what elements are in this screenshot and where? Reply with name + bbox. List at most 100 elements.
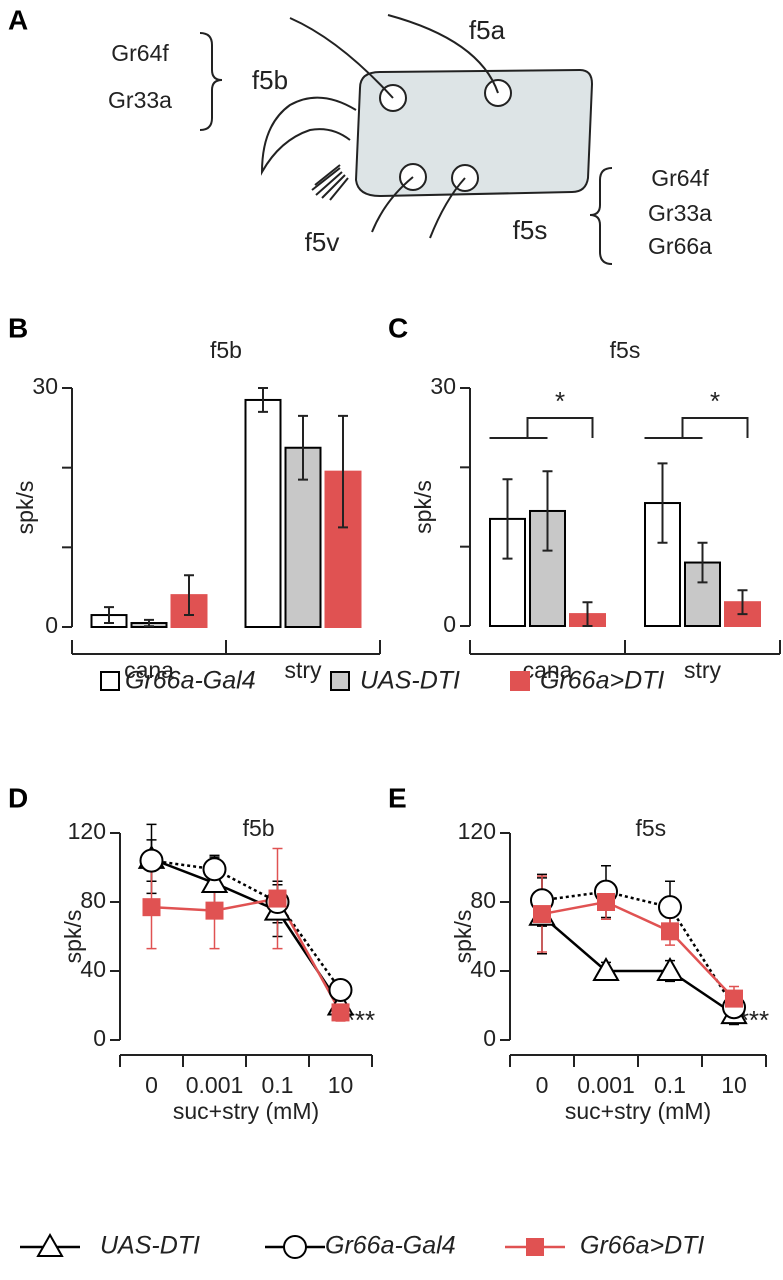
sensillum-label: f5s [513, 215, 548, 245]
x-tick-label: 0.1 [654, 1072, 686, 1098]
panel-label: B [8, 312, 28, 343]
bar [244, 398, 282, 629]
series-line [151, 859, 342, 991]
receptor: Gr33a [108, 87, 172, 113]
error-bar [582, 601, 593, 627]
error-bar [338, 414, 348, 529]
legend-swatch [100, 671, 120, 691]
x-tick-label: 0.1 [262, 1072, 294, 1098]
sensillum-label: f5a [469, 15, 506, 45]
connector [371, 176, 414, 233]
brace [199, 32, 223, 131]
y-tick-label: 80 [470, 887, 496, 913]
x-axis-label: suc+stry (mM) [173, 1098, 319, 1124]
claw [260, 96, 357, 176]
y-tick-label: 40 [470, 956, 496, 982]
chart-title: f5b [243, 815, 275, 841]
legend-label: Gr66a>DTI [540, 667, 664, 695]
receptor: Gr66a [648, 233, 712, 259]
y-tick-label: 0 [93, 1025, 106, 1051]
y-tick-label: 120 [68, 818, 106, 844]
marker [661, 922, 679, 941]
connector [289, 17, 394, 99]
y-tick-label: 0 [45, 612, 58, 638]
error-bar [502, 478, 513, 560]
y-tick-label: 30 [32, 373, 58, 399]
x-axis-label: suc+stry (mM) [565, 1098, 711, 1124]
brace [589, 167, 613, 265]
marker [205, 901, 224, 920]
marker [142, 898, 161, 917]
y-tick-label: 40 [80, 956, 106, 982]
y-tick-label: 0 [483, 1025, 496, 1051]
legend-label: Gr66a>DTI [580, 1232, 704, 1260]
legend-marker [283, 1235, 307, 1259]
connector [429, 177, 466, 239]
y-axis-label: spk/s [12, 481, 38, 535]
connector [387, 14, 499, 94]
hairs [311, 164, 349, 201]
x-tick-label: 0.001 [186, 1072, 244, 1098]
significance-bracket [644, 417, 749, 439]
significance-label: * [710, 386, 720, 416]
legend-swatch [510, 671, 530, 691]
receptor: Gr33a [648, 200, 712, 226]
error-bar [657, 462, 668, 544]
x-tick-label: 0.001 [577, 1072, 635, 1098]
significance-label: * [555, 386, 565, 416]
y-axis-label: spk/s [410, 480, 436, 534]
chart-title: f5s [610, 337, 641, 363]
x-tick-label: stry [684, 657, 722, 683]
marker [139, 848, 164, 873]
marker [656, 956, 684, 981]
sensillum-label: f5v [305, 227, 340, 257]
legend-marker [526, 1238, 544, 1256]
error-bar [144, 618, 154, 628]
x-tick-label: 10 [328, 1072, 354, 1098]
x-tick-label: 0 [145, 1072, 158, 1098]
series-line [541, 914, 735, 1016]
series-line [151, 897, 342, 1014]
series-line [541, 900, 735, 1000]
marker [658, 895, 682, 920]
panel-label: A [8, 4, 28, 35]
error-bar [542, 470, 553, 552]
legend-label: Gr66a-Gal4 [325, 1232, 456, 1260]
diagram [199, 14, 613, 265]
chart-title: f5b [210, 337, 242, 363]
receptor: Gr64f [111, 40, 169, 66]
y-axis-label: spk/s [60, 910, 86, 964]
marker [725, 989, 743, 1008]
legend-label: UAS-DTI [100, 1232, 200, 1260]
error-bar [258, 387, 268, 413]
y-tick-label: 120 [458, 818, 496, 844]
marker [533, 905, 551, 924]
x-tick-label: 0 [536, 1072, 549, 1098]
error-bar [184, 574, 194, 617]
marker [328, 977, 353, 1002]
series-line [151, 857, 342, 1007]
legend-marker [36, 1232, 64, 1257]
x-tick-label: stry [284, 657, 322, 683]
y-tick-label: 0 [443, 611, 456, 637]
x-tick-label: 10 [721, 1072, 747, 1098]
marker [200, 869, 229, 894]
series-line [541, 890, 736, 1008]
legend-swatch [330, 671, 350, 691]
receptor: Gr64f [651, 165, 709, 191]
error-bar [104, 606, 114, 625]
legend-label: Gr66a-Gal4 [125, 667, 256, 695]
marker [592, 956, 620, 981]
marker [268, 889, 287, 908]
y-tick-label: 30 [430, 373, 456, 399]
x-tick-label: cana [124, 657, 174, 683]
chart-title: f5s [635, 815, 666, 841]
marker [597, 893, 615, 911]
x-tick-label: cana [523, 657, 573, 683]
y-tick-label: 80 [80, 887, 106, 913]
sensillum-label: f5b [252, 65, 288, 95]
significance-bracket [489, 417, 594, 439]
error-bar [298, 414, 308, 481]
panel-label: D [8, 782, 28, 813]
